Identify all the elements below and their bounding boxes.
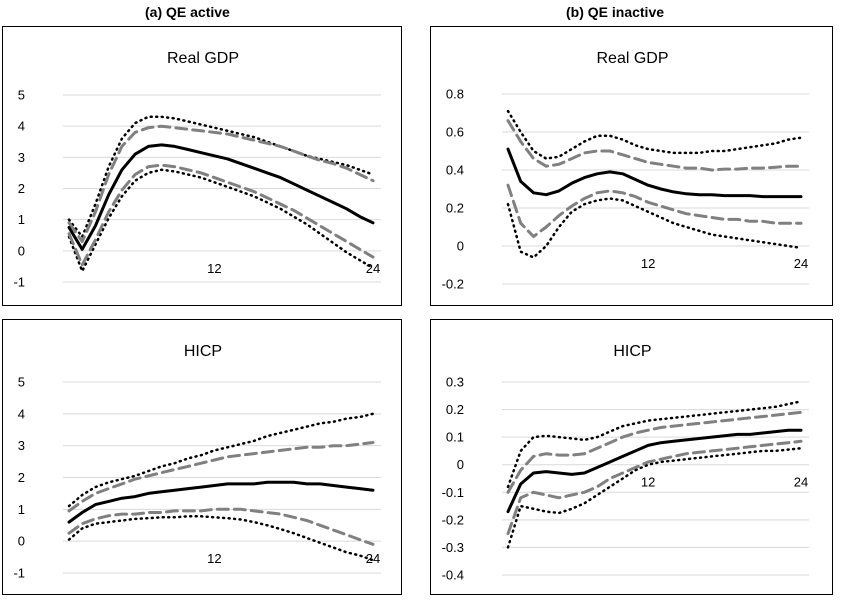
series-line-outer-lower-qe-active-hicp xyxy=(67,515,375,562)
y-tick-label: 3 xyxy=(18,438,25,453)
series-line-inner-lower-qe-active-real-gdp xyxy=(67,163,375,267)
x-tick-label: 12 xyxy=(641,475,655,490)
y-tick-label: -0.2 xyxy=(442,512,464,527)
y-tick-label: 4 xyxy=(18,406,25,421)
panel-qe-inactive-hicp: HICP 0.3 0.2 0.1 0 -0.1 -0.2 -0.3 -0.4 12 24 xyxy=(430,319,833,595)
series-line-median-qe-inactive-hicp xyxy=(506,428,803,514)
y-tick-label: 0 xyxy=(457,457,464,472)
x-tick-label: 24 xyxy=(366,261,380,276)
x-tick-label: 12 xyxy=(207,551,221,566)
y-tick-label: 0.4 xyxy=(446,163,464,178)
series-line-inner-lower-qe-inactive-hicp xyxy=(506,439,803,536)
y-tick-label: 5 xyxy=(18,375,25,390)
series-line-median-qe-active-hicp xyxy=(67,480,375,524)
panel-qe-inactive-real-gdp: Real GDP 0.8 0.6 0.4 0.2 0 -0.2 12 24 xyxy=(430,26,833,306)
series-line-outer-upper-qe-active-hicp xyxy=(67,412,375,508)
series-line-inner-lower-qe-active-hicp xyxy=(67,507,375,546)
y-tick-label: 0.8 xyxy=(446,87,464,102)
y-tick-label: 0.3 xyxy=(446,375,464,390)
series-line-outer-lower-qe-inactive-real-gdp xyxy=(506,197,803,259)
x-tick-label: 12 xyxy=(207,261,221,276)
series-line-outer-upper-qe-active-real-gdp xyxy=(67,115,375,239)
y-tick-label: 1 xyxy=(18,212,25,227)
y-tick-label: 0.2 xyxy=(446,201,464,216)
chart-qe-active-hicp: HICP 5 4 3 2 1 0 -1 12 24 xyxy=(13,343,381,581)
y-tick-label: -1 xyxy=(13,275,25,290)
y-tick-label: -1 xyxy=(13,566,25,581)
series-line-outer-lower-qe-inactive-hicp xyxy=(506,446,803,549)
series-line-median-qe-inactive-real-gdp xyxy=(506,147,803,199)
y-tick-label: 0 xyxy=(18,534,25,549)
x-tick-label: 24 xyxy=(794,475,808,490)
x-tick-label: 12 xyxy=(641,256,655,271)
panel-qe-active-hicp: HICP 5 4 3 2 1 0 -1 12 24 xyxy=(2,319,402,595)
y-tick-label: 0.6 xyxy=(446,125,464,140)
y-tick-label: 0 xyxy=(18,243,25,258)
y-tick-label: 3 xyxy=(18,150,25,165)
series-line-inner-upper-qe-inactive-hicp xyxy=(506,410,803,494)
series-line-outer-upper-qe-inactive-hicp xyxy=(506,400,803,489)
series-line-inner-upper-qe-inactive-real-gdp xyxy=(506,119,803,172)
chart-qe-active-real-gdp: Real GDP 5 4 3 2 1 0 -1 12 24 xyxy=(13,50,381,290)
series-line-median-qe-active-real-gdp xyxy=(67,143,375,251)
y-tick-label: 0 xyxy=(457,239,464,254)
y-tick-label: -0.3 xyxy=(442,540,464,555)
y-tick-label: 1 xyxy=(18,502,25,517)
series-line-inner-upper-qe-active-hicp xyxy=(67,441,375,513)
column-title-qe-inactive: (b) QE inactive xyxy=(566,4,665,20)
y-tick-label: 5 xyxy=(18,88,25,103)
y-tick-label: -0.4 xyxy=(442,568,464,583)
y-tick-label: 0.1 xyxy=(446,430,464,445)
series-line-outer-upper-qe-inactive-real-gdp xyxy=(506,109,803,160)
chart-title-qe-active-hicp: HICP xyxy=(184,343,222,360)
y-tick-label: -0.2 xyxy=(442,277,464,292)
x-tick-label: 24 xyxy=(794,256,808,271)
chart-title-qe-inactive-real-gdp: Real GDP xyxy=(596,50,668,67)
panel-qe-active-real-gdp: Real GDP 5 4 3 2 1 0 -1 12 24 xyxy=(2,26,402,306)
series-line-inner-lower-qe-inactive-real-gdp xyxy=(506,183,803,238)
series-line-outer-lower-qe-active-real-gdp xyxy=(67,168,375,273)
y-tick-label: -0.1 xyxy=(442,485,464,500)
y-tick-label: 2 xyxy=(18,181,25,196)
y-tick-label: 2 xyxy=(18,470,25,485)
chart-qe-inactive-real-gdp: Real GDP 0.8 0.6 0.4 0.2 0 -0.2 12 24 xyxy=(442,50,809,292)
chart-qe-inactive-hicp: HICP 0.3 0.2 0.1 0 -0.1 -0.2 -0.3 -0.4 12 24 xyxy=(442,343,809,583)
chart-title-qe-active-real-gdp: Real GDP xyxy=(167,50,239,67)
y-tick-label: 4 xyxy=(18,119,25,134)
y-tick-label: 0.2 xyxy=(446,402,464,417)
x-tick-label: 24 xyxy=(366,551,380,566)
chart-title-qe-inactive-hicp: HICP xyxy=(613,343,651,360)
series-line-inner-upper-qe-active-real-gdp xyxy=(67,124,375,243)
column-title-qe-active: (a) QE active xyxy=(145,4,230,20)
